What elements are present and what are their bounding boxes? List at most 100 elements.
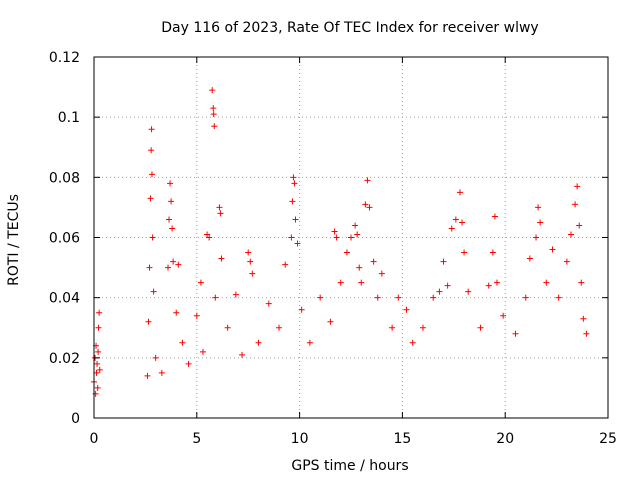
data-point: [465, 288, 472, 295]
data-point: [578, 279, 585, 286]
y-tick-label: 0: [71, 411, 80, 427]
data-point: [491, 213, 498, 220]
data-point: [146, 264, 153, 271]
data-point: [96, 309, 103, 316]
data-point: [489, 249, 496, 256]
data-point: [245, 249, 252, 256]
data-point: [168, 198, 175, 205]
data-point: [440, 258, 447, 265]
data-point: [95, 348, 102, 355]
data-point: [239, 351, 246, 358]
data-point: [574, 183, 581, 190]
y-tick-label: 0.1: [58, 110, 80, 126]
data-point: [572, 201, 579, 208]
data-point: [583, 330, 590, 337]
data-point: [276, 324, 283, 331]
data-point: [430, 294, 437, 301]
data-point: [291, 180, 298, 187]
data-point: [352, 222, 359, 229]
axis-ticks: [93, 56, 609, 419]
data-point: [294, 240, 301, 247]
y-tick-label: 0.12: [49, 50, 80, 66]
data-point: [343, 249, 350, 256]
data-point: [533, 234, 540, 241]
data-point: [549, 246, 556, 253]
data-point: [175, 261, 182, 268]
x-tick-label: 25: [599, 431, 617, 447]
data-point: [247, 258, 254, 265]
data-point: [193, 312, 200, 319]
data-point: [179, 339, 186, 346]
data-point: [452, 216, 459, 223]
data-point: [148, 171, 155, 178]
data-point: [306, 339, 313, 346]
data-point: [327, 318, 334, 325]
y-tick-label: 0.08: [49, 170, 80, 186]
data-point: [358, 279, 365, 286]
data-point: [209, 87, 216, 94]
data-point: [144, 372, 151, 379]
data-point: [210, 105, 217, 112]
y-axis-label: ROTI / TECUs: [6, 194, 22, 286]
data-point: [409, 339, 416, 346]
data-point: [364, 177, 371, 184]
data-point: [576, 222, 583, 229]
data-point: [563, 258, 570, 265]
data-point: [265, 300, 272, 307]
data-point: [216, 204, 223, 211]
chart-title: Day 116 of 2023, Rate Of TEC Index for r…: [161, 20, 538, 36]
data-point: [537, 219, 544, 226]
data-point: [249, 270, 256, 277]
y-tick-label: 0.06: [49, 231, 80, 247]
data-point: [448, 225, 455, 232]
data-point: [356, 264, 363, 271]
data-point: [218, 255, 225, 262]
data-point: [444, 282, 451, 289]
data-point: [289, 198, 296, 205]
data-point: [224, 324, 231, 331]
data-point: [199, 348, 206, 355]
x-tick-label: 15: [393, 431, 411, 447]
x-tick-label: 20: [496, 431, 514, 447]
data-point: [94, 384, 101, 391]
data-point: [348, 234, 354, 241]
data-point: [96, 366, 103, 373]
x-tick-label: 10: [291, 431, 309, 447]
data-point: [292, 216, 299, 223]
data-point: [456, 189, 463, 196]
data-point: [148, 126, 155, 133]
y-tick-label: 0.04: [49, 291, 80, 307]
data-point: [333, 234, 340, 241]
data-point: [255, 339, 262, 346]
data-point: [555, 294, 562, 301]
data-point: [211, 123, 218, 130]
data-point: [522, 294, 529, 301]
data-point: [331, 228, 338, 235]
data-point: [158, 369, 165, 376]
data-point: [317, 294, 324, 301]
data-point: [436, 288, 443, 295]
data-point: [500, 312, 507, 319]
data-point: [185, 360, 192, 367]
data-point: [282, 261, 289, 268]
data-point: [167, 180, 174, 187]
x-tick-label: 5: [192, 431, 201, 447]
data-point: [580, 315, 587, 322]
data-point: [210, 111, 217, 118]
data-point: [477, 324, 484, 331]
data-point: [165, 264, 172, 271]
data-point: [212, 294, 219, 301]
data-point: [206, 234, 213, 241]
data-point: [493, 279, 500, 286]
data-point: [366, 204, 373, 211]
data-point: [148, 147, 155, 154]
data-point: [403, 306, 410, 313]
x-tick-label: 0: [90, 431, 99, 447]
data-point: [232, 291, 239, 298]
data-point: [389, 324, 396, 331]
data-point: [485, 282, 492, 289]
data-point: [354, 231, 361, 238]
data-point: [290, 174, 297, 181]
y-tick-labels: 0 0.02 0.04 0.06 0.08 0.1 0.12: [49, 50, 80, 427]
